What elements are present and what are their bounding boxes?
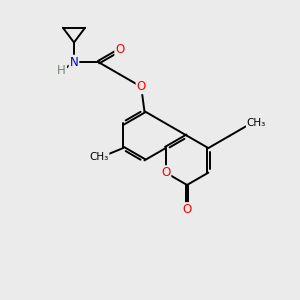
Text: CH₃: CH₃: [89, 152, 109, 162]
Text: N: N: [70, 56, 78, 69]
Text: H: H: [57, 64, 66, 77]
Text: O: O: [136, 80, 146, 93]
Text: O: O: [115, 44, 124, 56]
Text: O: O: [182, 203, 192, 216]
Text: CH₃: CH₃: [247, 118, 266, 128]
Text: O: O: [161, 166, 170, 179]
